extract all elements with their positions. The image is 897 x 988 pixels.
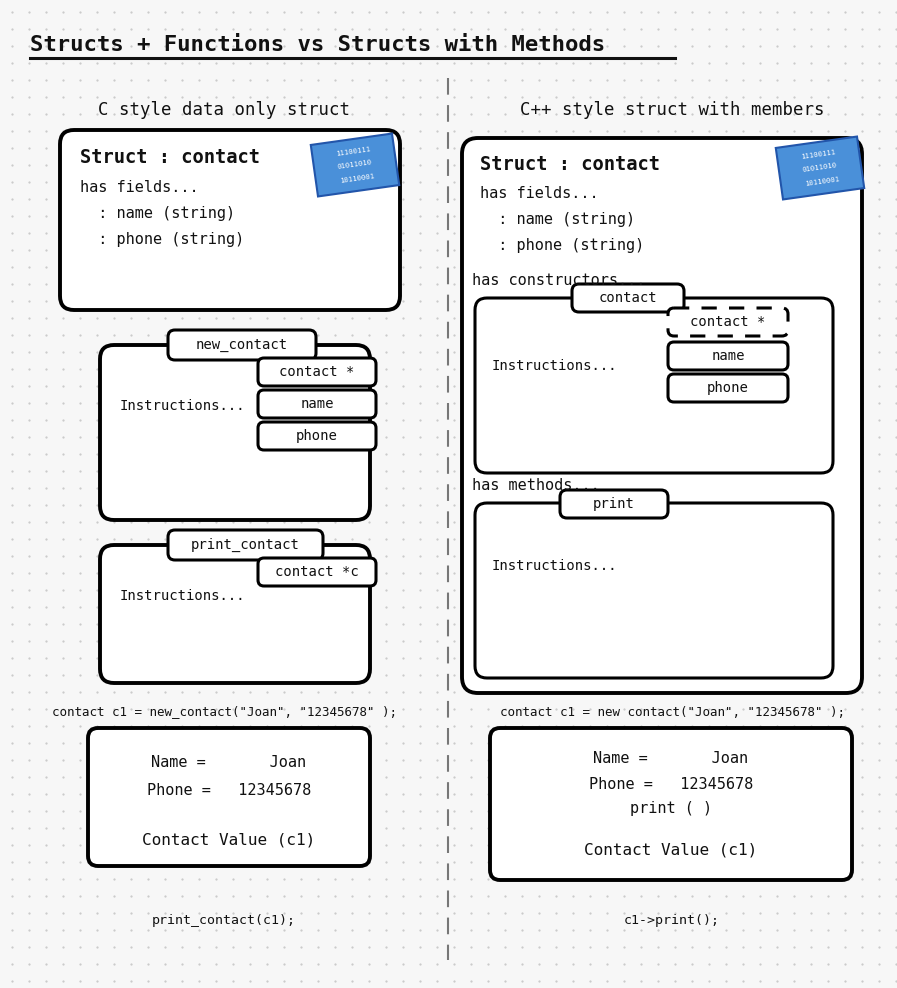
FancyBboxPatch shape [668,374,788,402]
FancyBboxPatch shape [668,308,788,336]
Text: 10110001: 10110001 [339,174,375,185]
Text: new_contact: new_contact [196,338,288,352]
Polygon shape [776,136,864,200]
FancyBboxPatch shape [475,503,833,678]
Text: Instructions...: Instructions... [120,589,246,603]
Text: Instructions...: Instructions... [120,399,246,413]
FancyBboxPatch shape [490,728,852,880]
FancyBboxPatch shape [258,558,376,586]
FancyBboxPatch shape [258,358,376,386]
Text: contact c1 = new_contact("Joan", "12345678" );: contact c1 = new_contact("Joan", "123456… [51,705,396,718]
FancyBboxPatch shape [100,345,370,520]
Text: : name (string): : name (string) [80,206,235,221]
Text: C style data only struct: C style data only struct [98,101,350,119]
FancyBboxPatch shape [88,728,370,866]
Text: name: name [711,349,745,363]
Text: print_contact: print_contact [190,537,300,552]
FancyBboxPatch shape [560,490,668,518]
Text: phone: phone [707,381,749,395]
Text: name: name [300,397,334,411]
FancyBboxPatch shape [60,130,400,310]
Text: contact: contact [598,291,658,305]
FancyBboxPatch shape [258,390,376,418]
Text: print ( ): print ( ) [630,800,712,815]
Text: has methods...: has methods... [472,478,600,493]
Text: print: print [593,497,635,511]
Polygon shape [310,133,399,197]
Text: Contact Value (c1): Contact Value (c1) [143,833,316,848]
Text: Struct : contact: Struct : contact [480,155,660,174]
FancyBboxPatch shape [100,545,370,683]
Text: contact *: contact * [279,365,354,379]
Text: 11100111: 11100111 [335,145,370,156]
FancyBboxPatch shape [168,530,323,560]
Text: has fields...: has fields... [480,186,598,201]
Text: c1->print();: c1->print(); [624,914,720,927]
Text: : phone (string): : phone (string) [480,238,644,253]
FancyBboxPatch shape [475,298,833,473]
FancyBboxPatch shape [668,342,788,370]
Text: phone: phone [296,429,338,443]
Text: contact c1 = new contact("Joan", "12345678" );: contact c1 = new contact("Joan", "123456… [500,705,844,718]
Text: Instructions...: Instructions... [492,559,618,573]
Text: contact *: contact * [691,315,766,329]
Text: Name =       Joan: Name = Joan [594,751,749,766]
Text: Structs + Functions vs Structs with Methods: Structs + Functions vs Structs with Meth… [30,35,605,55]
Text: : name (string): : name (string) [480,212,635,227]
Text: 11100111: 11100111 [800,149,836,159]
FancyBboxPatch shape [572,284,684,312]
Text: print_contact(c1);: print_contact(c1); [152,914,296,927]
FancyBboxPatch shape [258,422,376,450]
Text: Struct : contact: Struct : contact [80,148,260,167]
Text: 10110001: 10110001 [805,177,840,188]
Text: Instructions...: Instructions... [492,359,618,373]
Text: C++ style struct with members: C++ style struct with members [519,101,824,119]
FancyBboxPatch shape [462,138,862,693]
Text: : phone (string): : phone (string) [80,232,244,247]
Text: has constructors...: has constructors... [472,273,645,288]
Text: 01011010: 01011010 [337,160,373,170]
Text: contact *c: contact *c [275,565,359,579]
Text: Phone =   12345678: Phone = 12345678 [588,777,753,791]
Text: Contact Value (c1): Contact Value (c1) [584,843,758,858]
Text: Name =       Joan: Name = Joan [152,755,307,770]
FancyBboxPatch shape [168,330,316,360]
Text: Phone =   12345678: Phone = 12345678 [147,782,311,797]
Text: 01011010: 01011010 [802,163,838,174]
Text: has fields...: has fields... [80,180,198,195]
